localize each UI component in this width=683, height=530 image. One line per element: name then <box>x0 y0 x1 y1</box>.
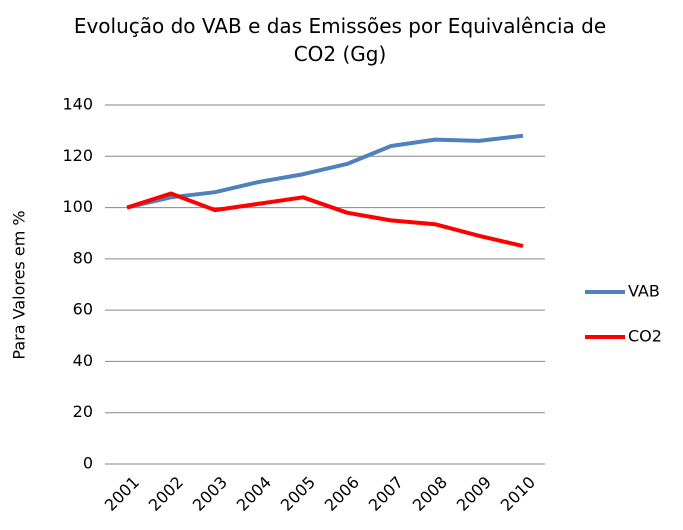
y-tick-label: 60 <box>73 300 93 319</box>
y-tick-label: 0 <box>83 454 93 473</box>
line-series <box>126 133 524 210</box>
y-tick-label: 100 <box>62 197 93 216</box>
y-tick-label: 40 <box>73 351 93 370</box>
chart-title: Evolução do VAB e das Emissões por Equiv… <box>73 14 607 66</box>
y-tick-label: 120 <box>62 146 93 165</box>
y-tick-label: 20 <box>73 402 93 421</box>
x-tick-label: 2004 <box>233 473 275 515</box>
x-tick-label: 2007 <box>365 473 407 515</box>
x-tick-label: 2003 <box>189 473 231 515</box>
y-tick-label: 80 <box>73 248 93 267</box>
x-tick-label: 2002 <box>145 473 187 515</box>
x-tick-label: 2006 <box>321 473 363 515</box>
x-tick-label: 2008 <box>409 473 451 515</box>
y-axis-label: Para Valores em % <box>10 210 29 359</box>
x-tick-label: 2009 <box>453 473 495 515</box>
x-tick-label: 2001 <box>101 473 143 515</box>
legend-label: VAB <box>628 282 660 301</box>
legend-label: CO2 <box>628 327 662 346</box>
x-tick-label: 2005 <box>277 473 319 515</box>
line-series <box>126 191 524 248</box>
y-tick-label: 140 <box>62 95 93 114</box>
x-tick-label: 2010 <box>497 473 539 515</box>
